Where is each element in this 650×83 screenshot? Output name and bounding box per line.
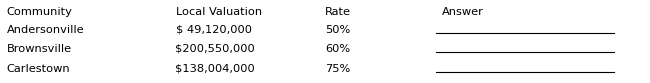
Text: $138,004,000: $138,004,000 [176,64,255,74]
Text: Andersonville: Andersonville [6,25,84,35]
Text: 50%: 50% [325,25,350,35]
Text: Rate: Rate [325,7,351,17]
Text: $ 49,120,000: $ 49,120,000 [176,25,252,35]
Text: 60%: 60% [325,44,350,54]
Text: Brownsville: Brownsville [6,44,72,54]
Text: $200,550,000: $200,550,000 [176,44,255,54]
Text: Local Valuation: Local Valuation [176,7,261,17]
Text: Community: Community [6,7,72,17]
Text: Answer: Answer [442,7,484,17]
Text: 75%: 75% [325,64,350,74]
Text: Carlestown: Carlestown [6,64,70,74]
